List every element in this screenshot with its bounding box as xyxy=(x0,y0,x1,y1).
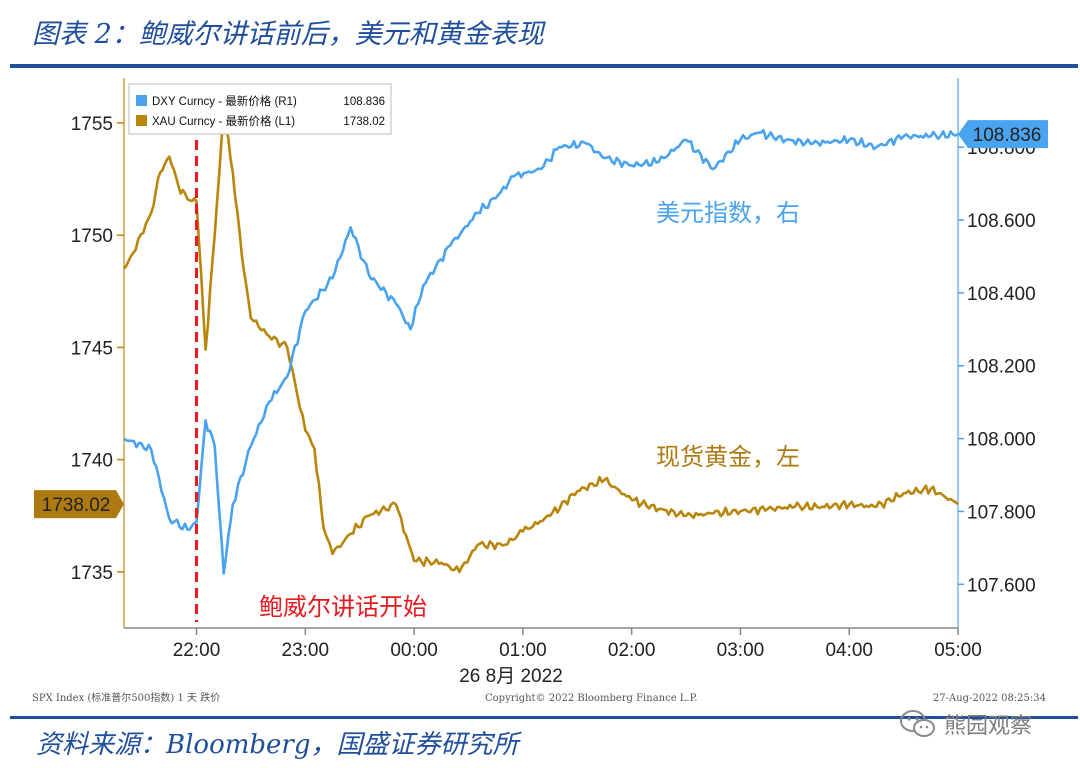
wechat-icon xyxy=(900,710,935,737)
legend-swatch-dxy xyxy=(136,95,147,106)
x-tick-label: 03:00 xyxy=(717,640,765,661)
legend-box: DXY Curncy - 最新价格 (R1) 108.836 XAU Curnc… xyxy=(128,83,392,135)
timestamp-note: 27-Aug-2022 08:25:34 xyxy=(933,693,1046,704)
xau-series-line xyxy=(122,110,959,574)
watermark: 熊园观察 xyxy=(898,708,1032,740)
x-tick-label: 00:00 xyxy=(390,640,438,661)
x-tick-label: 23:00 xyxy=(282,640,330,661)
left-tick-label: 1755 xyxy=(71,114,113,135)
series-layer xyxy=(122,110,959,575)
legend-swatch-xau xyxy=(136,115,147,126)
left-tick-label: 1745 xyxy=(71,338,113,359)
copyright-note: Copyright© 2022 Bloomberg Finance L.P. xyxy=(485,693,698,704)
xau-last-value-text: 1738.02 xyxy=(42,495,111,516)
legend-label-dxy: DXY Curncy - 最新价格 (R1) xyxy=(152,94,297,108)
right-tick-label: 107.800 xyxy=(967,502,1036,523)
right-axis-ticks: 108.800108.600108.400108.200108.000107.8… xyxy=(958,138,1036,596)
annotation-dxy: 美元指数，右 xyxy=(656,199,800,227)
x-tick-label: 01:00 xyxy=(499,640,547,661)
right-tick-label: 108.000 xyxy=(967,430,1036,451)
left-tick-label: 1735 xyxy=(71,563,113,584)
index-note: SPX Index (标准普尔500指数) 1 天 跌价 xyxy=(32,691,220,704)
x-axis-ticks: 22:00 23:00 00:00 01:00 02:00 03:00 04:00 05:00 xyxy=(173,628,982,661)
source-note: 资料来源：Bloomberg，国盛证券研究所 xyxy=(36,730,519,760)
xau-last-value-tag: 1738.02 xyxy=(34,490,124,519)
plot-area xyxy=(124,78,958,628)
legend-label-xau: XAU Curncy - 最新价格 (L1) xyxy=(152,114,295,128)
right-tick-label: 108.400 xyxy=(967,284,1036,305)
right-tick-label: 107.600 xyxy=(967,575,1036,596)
dxy-series-line xyxy=(123,128,959,575)
left-tick-label: 1750 xyxy=(71,226,113,247)
x-tick-label: 02:00 xyxy=(608,640,656,661)
left-tick-label: 1740 xyxy=(71,451,113,472)
x-tick-label: 05:00 xyxy=(934,640,982,661)
annotation-gold: 现货黄金，左 xyxy=(656,443,800,471)
figure-title: 图表 2：鲍威尔讲话前后，美元和黄金表现 xyxy=(32,19,544,50)
left-axis-ticks: 1755 1750 1745 1740 1735 xyxy=(71,114,124,584)
watermark-text: 熊园观察 xyxy=(944,714,1033,739)
right-tick-label: 108.200 xyxy=(967,357,1036,378)
top-rule xyxy=(10,64,1078,68)
legend-value-xau: 1738.02 xyxy=(343,116,385,128)
x-tick-label: 22:00 xyxy=(173,640,221,661)
right-tick-label: 108.600 xyxy=(967,211,1036,232)
x-date-label: 26 8月 2022 xyxy=(459,666,563,687)
x-tick-label: 04:00 xyxy=(825,640,873,661)
bottom-rule xyxy=(10,716,1078,719)
legend-value-dxy: 108.836 xyxy=(343,96,385,108)
dxy-last-value-text: 108.836 xyxy=(973,125,1042,146)
dxy-last-value-tag: 108.836 xyxy=(958,120,1048,149)
annotation-speech-start: 鲍威尔讲话开始 xyxy=(259,593,427,621)
